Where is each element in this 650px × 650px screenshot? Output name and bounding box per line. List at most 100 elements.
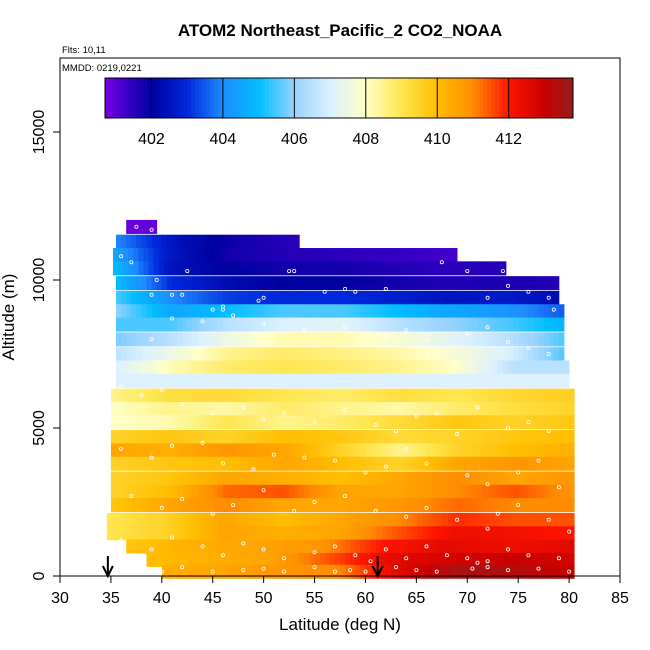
heatmap-cell xyxy=(151,498,158,513)
heatmap-cell xyxy=(280,261,287,276)
heatmap-cell xyxy=(146,276,153,291)
heatmap-cell xyxy=(188,526,194,541)
heatmap-cell xyxy=(146,456,153,471)
heatmap-cell xyxy=(315,512,322,527)
heatmap-cell xyxy=(156,317,163,332)
colorbar-segment xyxy=(487,78,492,118)
heatmap-cell xyxy=(360,430,366,445)
heatmap-cell xyxy=(197,347,203,362)
heatmap-cell xyxy=(462,564,468,579)
heatmap-cell xyxy=(482,401,489,416)
heatmap-cell xyxy=(416,317,422,332)
heatmap-cell xyxy=(426,539,433,554)
heatmap-cell xyxy=(166,317,173,332)
heatmap-cell xyxy=(314,290,321,305)
heatmap-cell xyxy=(355,347,361,362)
heatmap-cell xyxy=(329,304,336,319)
heatmap-cell xyxy=(385,304,392,319)
heatmap-cell xyxy=(492,471,499,486)
sample-point xyxy=(210,411,215,416)
sample-point xyxy=(551,307,556,312)
sample-point xyxy=(546,351,551,356)
heatmap-cell xyxy=(454,248,458,263)
heatmap-cell xyxy=(538,388,545,403)
heatmap-cell xyxy=(558,332,565,347)
heatmap-cell xyxy=(416,388,422,403)
heatmap-cell xyxy=(309,332,315,347)
heatmap-cell xyxy=(151,290,158,305)
x-tick-label: 55 xyxy=(306,590,324,607)
heatmap-cell xyxy=(340,373,346,388)
heatmap-cell xyxy=(248,332,254,347)
heatmap-cell xyxy=(197,360,203,375)
heatmap-cell xyxy=(472,276,478,291)
heatmap-cell xyxy=(504,261,507,276)
heatmap-cell xyxy=(187,415,193,430)
heatmap-cell xyxy=(173,526,179,541)
heatmap-cell xyxy=(126,430,132,445)
heatmap-cell xyxy=(141,219,147,234)
heatmap-cell xyxy=(243,347,249,362)
heatmap-cell xyxy=(187,552,193,567)
heatmap-cell xyxy=(203,512,210,527)
colorbar-segment xyxy=(354,78,359,118)
heatmap-cell xyxy=(569,430,575,445)
heatmap-cell xyxy=(284,443,290,458)
heatmap-cell xyxy=(263,456,270,471)
heatmap-cell xyxy=(487,347,494,362)
sample-point xyxy=(434,569,439,574)
sample-point xyxy=(567,529,572,534)
heatmap-cell xyxy=(452,430,458,445)
heatmap-cell xyxy=(340,317,346,332)
heatmap-cell xyxy=(427,526,434,541)
heatmap-cell xyxy=(273,456,280,471)
heatmap-cell xyxy=(508,276,514,291)
heatmap-cell xyxy=(548,552,555,567)
heatmap-cell xyxy=(386,526,393,541)
heatmap-cell xyxy=(187,304,193,319)
heatmap-cell xyxy=(222,498,229,513)
heatmap-cell xyxy=(396,347,402,362)
sample-point xyxy=(312,550,317,555)
heatmap-cell xyxy=(319,317,326,332)
heatmap-cell xyxy=(146,552,153,567)
heatmap-cell xyxy=(477,552,483,567)
heatmap-cell xyxy=(324,552,331,567)
heatmap-cell xyxy=(553,388,560,403)
heatmap-cell xyxy=(167,526,174,541)
heatmap-cell xyxy=(151,276,158,291)
heatmap-cell xyxy=(401,388,407,403)
heatmap-cell xyxy=(319,347,326,362)
heatmap-cell xyxy=(238,373,244,388)
heatmap-cell xyxy=(457,276,463,291)
sample-point xyxy=(231,502,236,507)
sample-point xyxy=(210,569,215,574)
heatmap-cell xyxy=(141,332,147,347)
sample-point xyxy=(271,452,276,457)
heatmap-cell xyxy=(472,456,478,471)
heatmap-cell xyxy=(141,234,147,249)
heatmap-cell xyxy=(228,415,234,430)
heatmap-cell xyxy=(462,471,468,486)
heatmap-cell xyxy=(432,526,439,541)
heatmap-cell xyxy=(240,248,246,263)
colorbar-segment xyxy=(147,78,153,118)
heatmap-cell xyxy=(136,360,142,375)
colorbar-tick-label: 408 xyxy=(352,131,379,148)
heatmap-cell xyxy=(558,443,565,458)
heatmap-cell xyxy=(233,234,239,249)
heatmap-cell xyxy=(538,564,545,579)
heatmap-cell xyxy=(161,415,168,430)
heatmap-cell xyxy=(314,332,321,347)
heatmap-cell xyxy=(375,401,382,416)
heatmap-cell xyxy=(426,401,433,416)
heatmap-cell xyxy=(249,512,255,527)
heatmap-cell xyxy=(508,430,514,445)
heatmap-cell xyxy=(477,290,483,305)
heatmap-cell xyxy=(340,456,346,471)
heatmap-cell xyxy=(502,347,509,362)
heatmap-cell xyxy=(446,552,453,567)
heatmap-cell xyxy=(268,360,275,375)
heatmap-cell xyxy=(187,347,193,362)
heatmap-cell xyxy=(299,332,305,347)
